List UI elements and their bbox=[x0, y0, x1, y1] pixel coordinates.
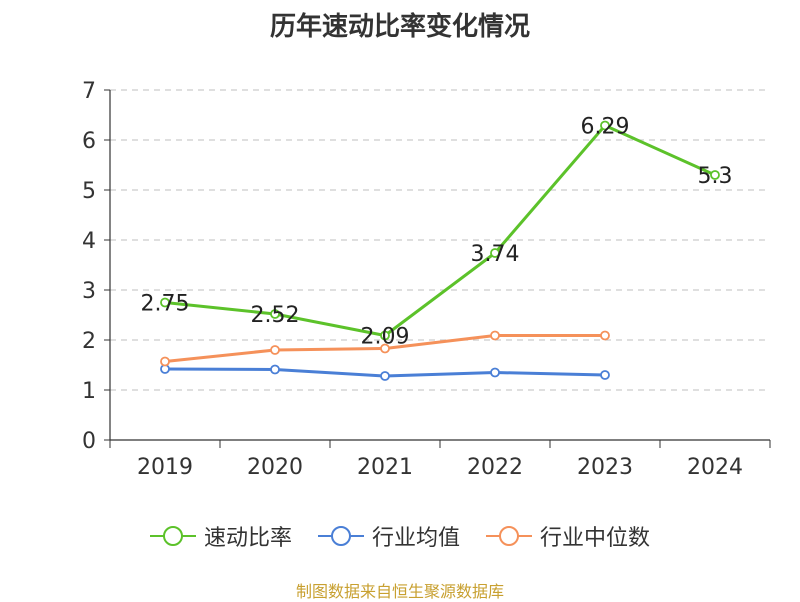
y-tick-label-5: 5 bbox=[82, 179, 96, 204]
point-s2-2023 bbox=[600, 330, 610, 341]
point-s1-2022 bbox=[490, 367, 500, 378]
point-s2-2022 bbox=[490, 330, 500, 341]
point-s2-2019 bbox=[160, 356, 170, 367]
legend-item-quick-ratio[interactable]: 速动比率 bbox=[149, 520, 292, 552]
point-s1-2023 bbox=[600, 370, 610, 380]
data-label-2024: 5.3 bbox=[698, 164, 733, 189]
legend-swatch-industry-mean bbox=[317, 526, 364, 546]
x-tick-label-2024: 2024 bbox=[687, 455, 743, 480]
point-s0-2023 bbox=[600, 120, 610, 131]
point-s0-2020 bbox=[270, 309, 280, 319]
legend-label-industry-mean: 行业均值 bbox=[371, 526, 460, 551]
point-s2-2021 bbox=[380, 343, 390, 354]
legend-item-industry-median[interactable]: 行业中位数 bbox=[486, 520, 650, 552]
point-s2-2020 bbox=[270, 345, 280, 355]
y-tick-label-7: 7 bbox=[82, 79, 96, 104]
y-tick-label-6: 6 bbox=[82, 129, 96, 154]
y-tick-label-4: 4 bbox=[82, 229, 96, 254]
legend-item-industry-mean[interactable]: 行业均值 bbox=[317, 520, 460, 552]
x-tick-label-2019: 2019 bbox=[137, 455, 193, 480]
grid-lines bbox=[110, 89, 770, 391]
legend-label-industry-median: 行业中位数 bbox=[540, 526, 651, 551]
legend: 速动比率 行业均值 行业中位数 bbox=[0, 520, 800, 552]
data-label-2023: 6.29 bbox=[581, 115, 630, 140]
legend-swatch-industry-median bbox=[486, 526, 532, 546]
data-label-2019: 2.75 bbox=[141, 292, 190, 317]
y-tick-label-0: 0 bbox=[82, 429, 96, 454]
point-s0-2019 bbox=[160, 297, 170, 308]
legend-swatch-quick-ratio bbox=[149, 526, 196, 546]
source-note: 制图数据来自恒生聚源数据库 bbox=[295, 582, 504, 601]
point-s0-2021 bbox=[380, 330, 390, 341]
point-s0-2022 bbox=[490, 248, 500, 258]
data-label-2020: 2.52 bbox=[251, 303, 300, 328]
data-label-2022: 3.74 bbox=[471, 242, 520, 267]
point-s1-2021 bbox=[380, 371, 390, 381]
data-label-2021: 2.09 bbox=[361, 325, 410, 350]
y-tick-label-2: 2 bbox=[82, 329, 96, 354]
x-tick-label-2022: 2022 bbox=[467, 455, 523, 480]
legend-label-quick-ratio: 速动比率 bbox=[203, 526, 292, 551]
data-labels: 2.75 2.52 2.09 3.74 6.29 5.3 bbox=[141, 115, 733, 350]
point-s1-2020 bbox=[270, 364, 280, 375]
x-tick-label-2020: 2020 bbox=[247, 455, 303, 480]
x-tick-label-2023: 2023 bbox=[577, 455, 633, 480]
y-tick-label-1: 1 bbox=[82, 379, 96, 404]
x-tick-label-2021: 2021 bbox=[357, 455, 413, 480]
axes: 0 1 2 3 4 5 6 7 2019 2020 2021 2022 2023 2024 bbox=[82, 79, 771, 480]
series-lines bbox=[160, 120, 720, 381]
chart-title: 历年速动比率变化情况 bbox=[269, 12, 530, 42]
y-tick-label-3: 3 bbox=[82, 279, 96, 304]
point-s0-2024 bbox=[710, 170, 720, 180]
series-line-0 bbox=[164, 124, 716, 337]
